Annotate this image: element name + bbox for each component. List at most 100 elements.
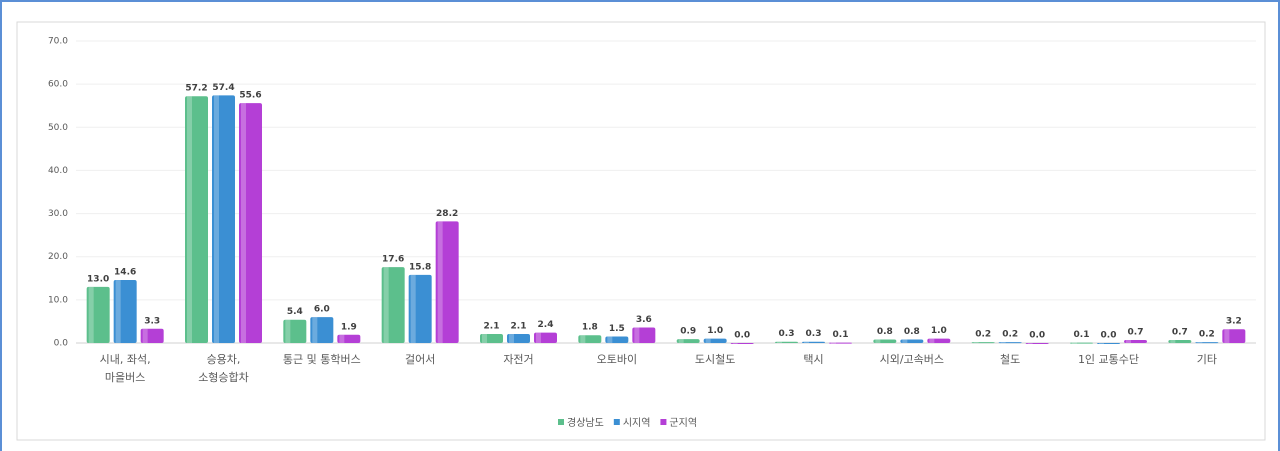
bar-highlight — [410, 274, 416, 343]
x-tick-label: 승용차, 소형승합차 — [198, 353, 249, 384]
legend-swatch — [558, 419, 564, 425]
bar — [1124, 339, 1147, 343]
bar-highlight — [88, 286, 94, 343]
bar-highlight — [437, 221, 443, 343]
value-label: 57.2 — [185, 84, 207, 94]
bar-highlight — [214, 95, 219, 343]
bar — [480, 333, 503, 343]
value-label: 0.2 — [975, 330, 991, 340]
y-tick-label: 60.0 — [48, 80, 68, 90]
bar-highlight — [187, 96, 192, 343]
value-label: 2.4 — [538, 320, 554, 330]
bar-highlight — [1000, 342, 1006, 344]
value-label: 14.6 — [114, 268, 136, 278]
bar — [1025, 343, 1049, 344]
bar — [900, 339, 924, 343]
y-tick-label: 10.0 — [48, 295, 68, 305]
value-label: 13.0 — [87, 274, 109, 284]
bar — [971, 342, 995, 344]
x-tick-label: 오토바이 — [596, 353, 638, 366]
value-label: 0.9 — [680, 327, 696, 337]
bar — [632, 327, 656, 343]
value-label: 2.1 — [511, 321, 527, 331]
x-tick-label: 기타 — [1196, 353, 1217, 366]
value-label: 3.2 — [1226, 317, 1242, 327]
y-tick-label: 50.0 — [48, 123, 68, 133]
bar-highlight — [875, 339, 881, 343]
bar-highlight — [241, 103, 246, 343]
bar-highlight — [580, 335, 586, 343]
bar — [337, 334, 361, 343]
bar-highlight — [1197, 342, 1203, 344]
value-label: 15.8 — [409, 262, 431, 272]
bar-highlight — [732, 343, 738, 344]
x-tick-label: 택시 — [803, 353, 824, 366]
bar — [730, 343, 754, 344]
value-label: 28.2 — [436, 209, 458, 219]
bar — [802, 341, 825, 343]
value-label: 1.8 — [582, 323, 598, 333]
bar — [703, 338, 727, 343]
legend-label: 군지역 — [669, 417, 697, 429]
x-tick-label: 1인 교통수단 — [1077, 353, 1140, 366]
bar — [283, 319, 307, 343]
bar — [873, 339, 897, 343]
value-label: 0.2 — [1002, 330, 1018, 340]
x-tick-label: 시내, 좌석, 마을버스 — [99, 353, 151, 384]
chart-border — [16, 21, 1266, 441]
bar — [578, 335, 602, 343]
bar-highlight — [634, 327, 640, 343]
bar-highlight — [804, 341, 809, 343]
x-tick-label: 도시철도 — [694, 353, 736, 366]
value-label: 0.3 — [806, 329, 822, 339]
bar-highlight — [902, 339, 908, 343]
x-tick-label: 시외/고속버스 — [879, 353, 945, 366]
bar-highlight — [1126, 339, 1131, 343]
bar — [86, 286, 110, 343]
value-label: 1.0 — [707, 326, 723, 336]
bar-highlight — [312, 317, 318, 343]
value-label: 0.8 — [904, 327, 920, 337]
value-label: 55.6 — [239, 91, 261, 101]
value-label: 0.1 — [1074, 330, 1090, 340]
bar — [1222, 329, 1246, 343]
value-label: 3.6 — [636, 315, 652, 325]
value-label: 57.4 — [212, 83, 234, 93]
legend-swatch — [613, 419, 620, 425]
bar-highlight — [929, 338, 935, 343]
bar-highlight — [1224, 329, 1230, 343]
value-label: 5.4 — [287, 307, 303, 317]
bar — [927, 338, 951, 343]
bar-highlight — [678, 339, 684, 343]
bar — [1070, 342, 1093, 344]
legend-swatch — [660, 419, 667, 425]
bar-highlight — [607, 336, 613, 343]
value-label: 0.7 — [1128, 327, 1144, 337]
x-tick-label: 걸어서 — [404, 353, 436, 366]
value-label: 1.9 — [341, 322, 357, 332]
value-label: 1.0 — [931, 326, 947, 336]
bar-highlight — [1027, 343, 1033, 344]
bar-highlight — [285, 319, 291, 343]
x-tick-label: 철도 — [1000, 353, 1021, 366]
bar — [310, 317, 334, 343]
value-label: 6.0 — [314, 305, 330, 315]
bar — [605, 336, 629, 343]
bar — [1195, 342, 1219, 344]
bar-highlight — [1072, 342, 1077, 344]
bar-highlight — [509, 333, 514, 343]
bar — [1097, 343, 1120, 344]
bar — [239, 103, 262, 343]
bar — [435, 221, 459, 343]
bar — [829, 342, 852, 344]
value-label: 0.0 — [734, 331, 750, 341]
y-tick-label: 20.0 — [48, 252, 68, 262]
value-label: 0.7 — [1172, 327, 1188, 337]
value-label: 1.5 — [609, 324, 625, 334]
bar-highlight — [1099, 343, 1104, 344]
value-label: 0.3 — [779, 329, 795, 339]
value-label: 0.0 — [1101, 331, 1117, 341]
value-label: 0.0 — [1029, 331, 1045, 341]
